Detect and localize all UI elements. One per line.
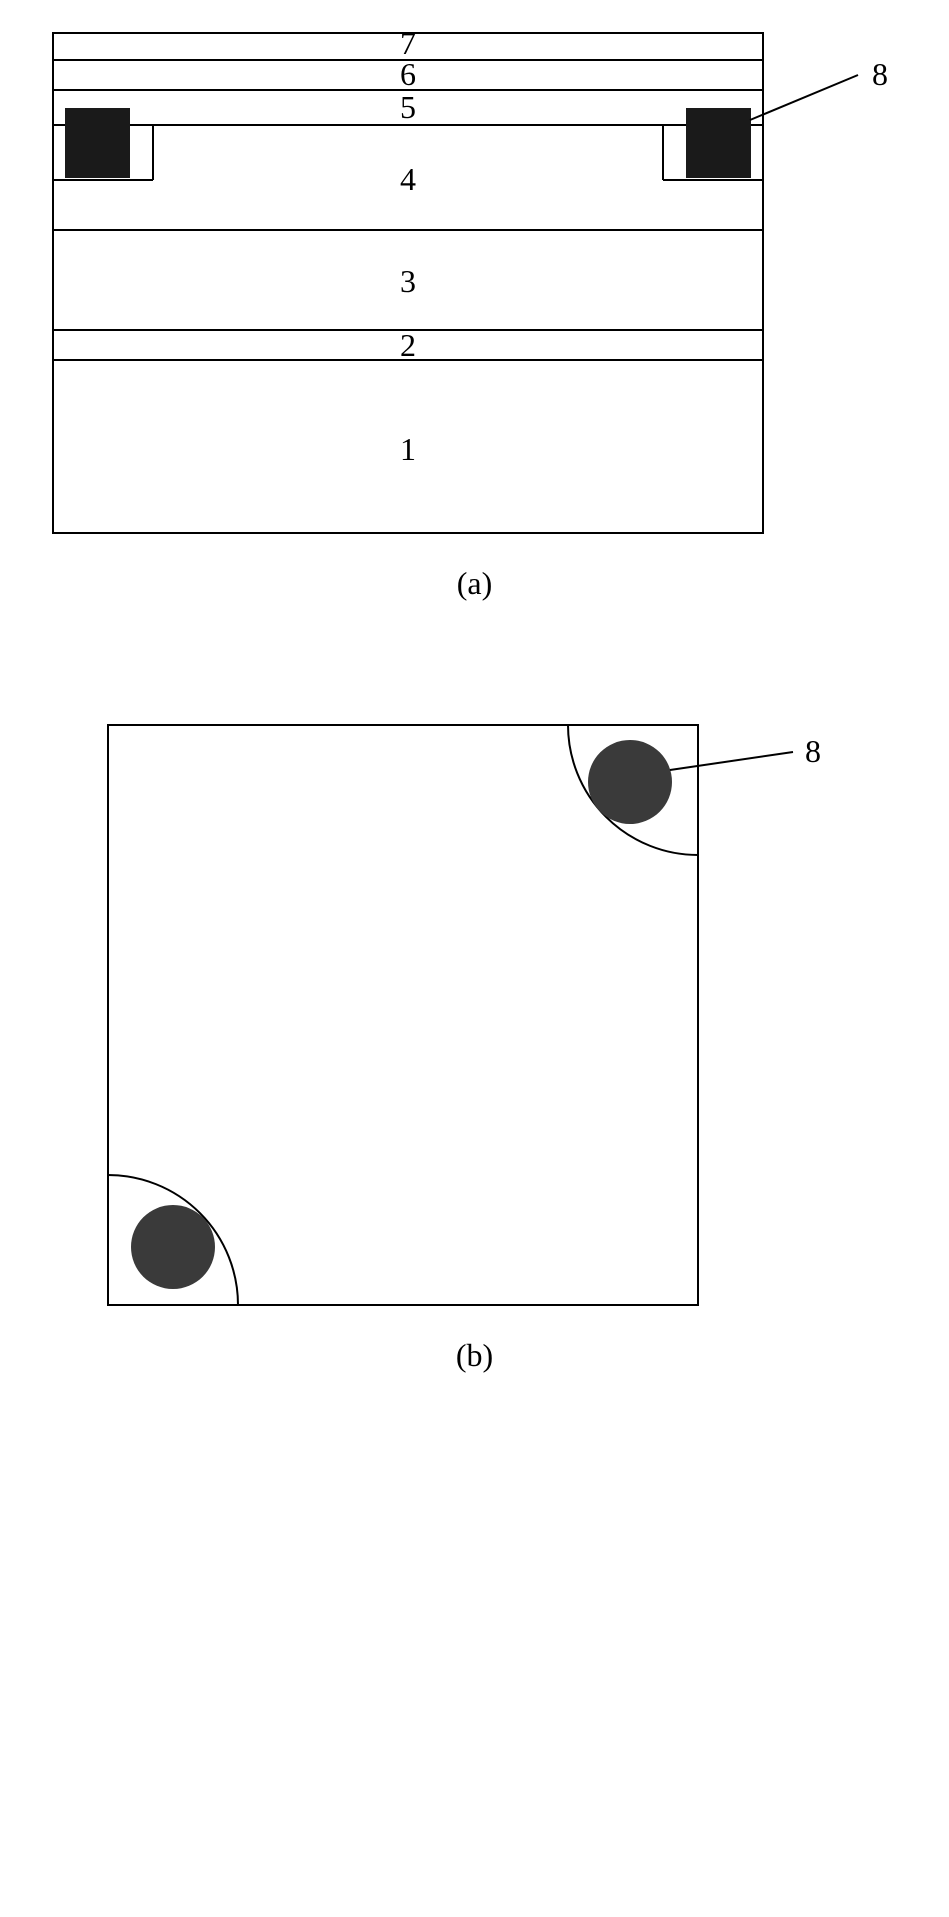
callout-8-b: 8 [805, 733, 821, 769]
block-left [65, 108, 130, 178]
outer-border [53, 33, 763, 533]
block-right [686, 108, 751, 178]
top-view-svg: 8 [105, 722, 845, 1312]
circle-bottom-left [131, 1205, 215, 1289]
caption-a: (a) [50, 565, 900, 602]
caption-b: (b) [105, 1337, 845, 1374]
circle-top-right [588, 740, 672, 824]
diagram-a: 7 6 5 4 3 2 1 8 (a) [50, 30, 900, 602]
cross-section-svg: 7 6 5 4 3 2 1 8 [50, 30, 900, 540]
callout-line-a [750, 75, 858, 120]
callout-8-a: 8 [872, 56, 888, 92]
figure-container: 7 6 5 4 3 2 1 8 (a) [20, 20, 929, 1414]
diagram-b: 8 (b) [105, 722, 845, 1374]
